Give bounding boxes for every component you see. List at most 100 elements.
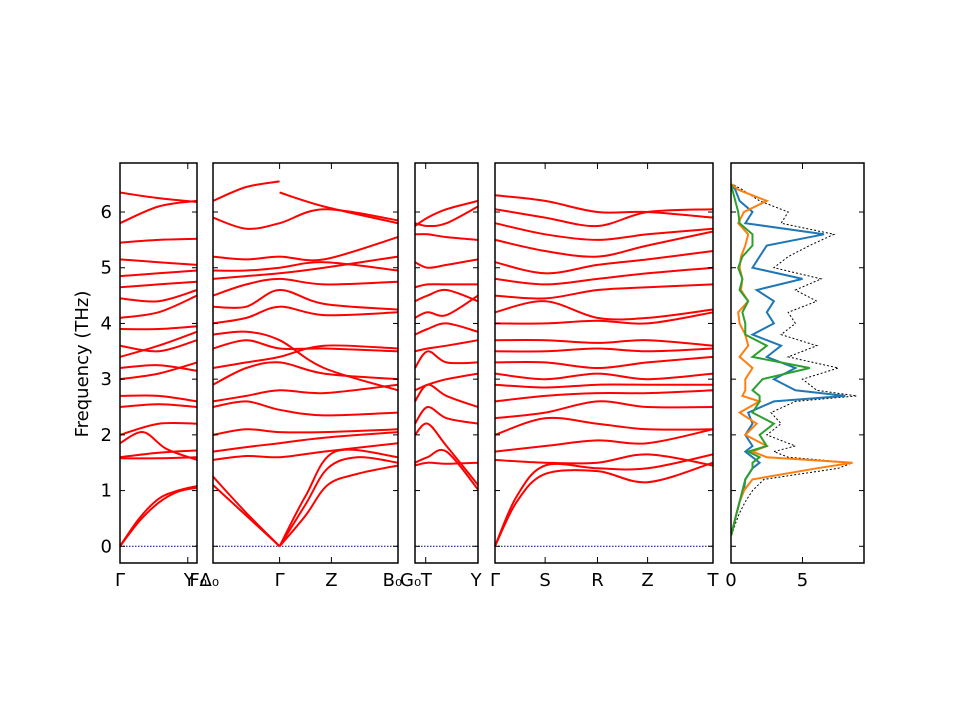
band-line: [494, 300, 714, 321]
panel-frame: [494, 162, 714, 564]
band-line: [119, 289, 198, 303]
band-line: [414, 461, 479, 467]
x-tick-label: Δ₀: [200, 570, 220, 591]
x-tick-label: 0: [725, 570, 736, 591]
band-line: [494, 461, 714, 547]
band-line: [414, 448, 479, 491]
band-line: [494, 400, 714, 420]
x-tick-label: Y: [470, 570, 483, 591]
band-line: [494, 383, 713, 389]
band-line: [119, 394, 198, 403]
band-line: [494, 416, 714, 436]
band-line: [494, 208, 714, 228]
band-line: [414, 283, 478, 289]
band-line: [494, 194, 714, 219]
band-line: [119, 199, 198, 225]
y-tick-label: 5: [101, 258, 112, 279]
x-tick-label: Γ: [275, 570, 285, 591]
band-line: [212, 339, 399, 353]
band-line: [278, 464, 399, 547]
x-tick-label: Γ: [115, 570, 125, 591]
x-tick-label: 5: [797, 570, 808, 591]
band-line: [212, 180, 280, 202]
panel-frame: [212, 162, 399, 564]
band-line: [414, 322, 479, 336]
band-line: [414, 199, 479, 227]
band-line: [212, 428, 399, 436]
band-line: [494, 283, 714, 300]
band-line: [212, 361, 399, 386]
band-line: [119, 403, 198, 408]
band-line: [119, 339, 198, 353]
y-tick-label: 0: [101, 536, 112, 557]
band-line: [494, 355, 714, 370]
x-tick-label: Y: [183, 570, 196, 591]
band-line: [494, 230, 714, 258]
band-line: [414, 288, 479, 303]
band-line: [414, 422, 479, 486]
band-line: [494, 453, 714, 467]
band-line: [119, 325, 198, 331]
band-line: [279, 191, 399, 225]
y-tick-label: 2: [101, 425, 112, 446]
band-line: [494, 338, 714, 347]
band-line: [278, 448, 399, 547]
panel-frame: [414, 162, 479, 564]
band-line: [414, 258, 479, 269]
band-line: [119, 449, 198, 459]
band-line: [414, 339, 479, 353]
band-line: [119, 191, 198, 203]
band-line: [212, 383, 399, 403]
band-line: [212, 344, 399, 369]
band-line: [119, 486, 198, 547]
x-tick-label: Z: [641, 570, 653, 591]
x-tick-label: B₀: [383, 570, 403, 591]
y-tick-label: 4: [101, 313, 112, 334]
band-line: [494, 266, 714, 286]
band-line: [414, 405, 479, 425]
panel-frame: [730, 162, 865, 564]
band-line: [119, 237, 198, 244]
band-line: [494, 347, 714, 353]
band-line: [119, 258, 198, 266]
band-line: [414, 383, 479, 408]
band-line: [414, 294, 479, 319]
dos-projected-line: [730, 184, 810, 536]
y-axis-label: Frequency (THz): [72, 291, 93, 438]
band-line: [212, 442, 399, 461]
band-line: [494, 311, 714, 325]
band-line: [278, 456, 399, 547]
dos-projected-line: [730, 183, 853, 536]
x-tick-label: T: [420, 570, 433, 591]
band-line: [119, 421, 198, 436]
band-line: [212, 330, 399, 392]
band-line: [494, 250, 714, 275]
band-line: [212, 475, 281, 548]
x-tick-label: G₀: [400, 570, 421, 591]
band-line: [212, 305, 399, 325]
band-line: [119, 361, 198, 381]
y-tick-label: 1: [101, 481, 112, 502]
band-line: [212, 431, 399, 453]
x-tick-label: Z: [325, 570, 337, 591]
band-line: [119, 280, 198, 289]
band-panel-3: G₀ T Y: [400, 162, 483, 591]
band-line: [414, 205, 479, 228]
x-tick-label: S: [539, 570, 550, 591]
band-line: [119, 294, 198, 319]
band-line: [494, 222, 714, 241]
band-line: [212, 288, 399, 311]
band-line: [494, 428, 714, 453]
dos-total-line: [731, 183, 857, 536]
band-line: [119, 485, 198, 547]
band-line: [119, 269, 198, 278]
band-line: [414, 350, 479, 369]
band-line: [119, 456, 198, 460]
x-tick-label: F₀: [189, 570, 207, 591]
band-line: [212, 400, 399, 417]
